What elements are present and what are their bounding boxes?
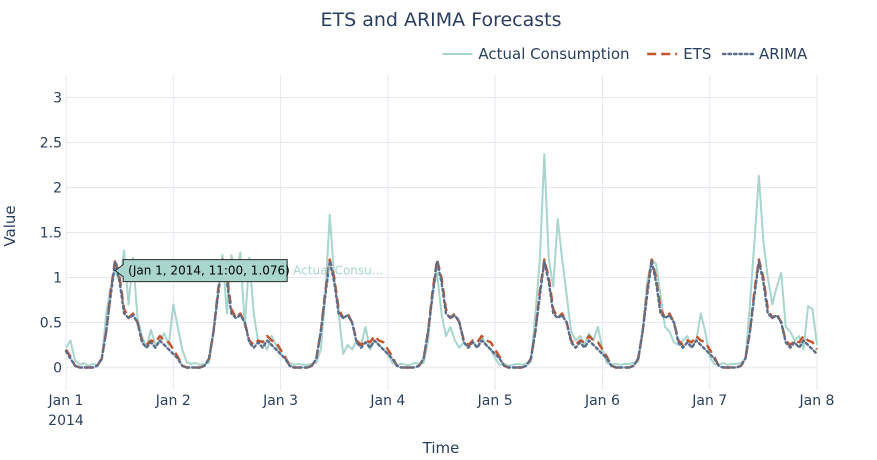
legend[interactable]: Actual Consumption ETS ARIMA <box>442 45 808 63</box>
x-tick-label: Jan 2 <box>155 393 191 409</box>
x-tick-label: Jan 4 <box>369 393 405 409</box>
y-tick-label: 2.5 <box>40 136 62 152</box>
legend-label: ARIMA <box>759 45 808 63</box>
series-line-arima[interactable] <box>64 260 819 369</box>
x-tick-label: Jan 5 <box>477 393 513 409</box>
legend-item-actual-consumption[interactable]: Actual Consumption <box>442 45 630 63</box>
series-layer <box>64 153 819 369</box>
x-tick-label: Jan 6 <box>584 393 620 409</box>
x-tick-sublabel: 2014 <box>48 413 84 429</box>
y-tick-label: 1.5 <box>40 226 62 242</box>
x-tick-label: Jan 7 <box>691 393 727 409</box>
y-tick-labels: 0 0.5 1 1.5 2 2.5 3 <box>40 91 62 377</box>
series-line-actual-consumption[interactable] <box>65 153 818 367</box>
legend-item-arima[interactable]: ARIMA <box>721 45 808 63</box>
y-tick-label: 1 <box>53 271 62 287</box>
y-tick-label: 0.5 <box>40 316 62 332</box>
x-axis-title: Time <box>422 439 460 457</box>
y-tick-label: 0 <box>53 361 62 377</box>
legend-item-ets[interactable]: ETS <box>647 45 711 63</box>
x-tick-label: Jan 3 <box>262 393 298 409</box>
x-tick-labels: Jan 1 2014 Jan 2 Jan 3 Jan 4 Jan 5 Jan 6 Jan 7 J… <box>48 393 835 429</box>
y-tick-label: 3 <box>53 91 62 107</box>
legend-label: ETS <box>683 45 711 63</box>
x-tick-label: Jan 8 <box>799 393 835 409</box>
y-axis-title: Value <box>1 205 19 246</box>
legend-label: Actual Consumption <box>478 45 629 63</box>
hover-box <box>114 259 288 283</box>
hover-tooltip: (Jan 1, 2014, 11:00, 1.076) Actual Consu.… <box>114 259 383 283</box>
hover-series-label: Actual Consu... <box>293 264 383 278</box>
chart-title: ETS and ARIMA Forecasts <box>320 9 561 31</box>
y-tick-label: 2 <box>53 181 62 197</box>
hover-text: (Jan 1, 2014, 11:00, 1.076) <box>128 264 290 278</box>
x-tick-label: Jan 1 <box>48 393 84 409</box>
